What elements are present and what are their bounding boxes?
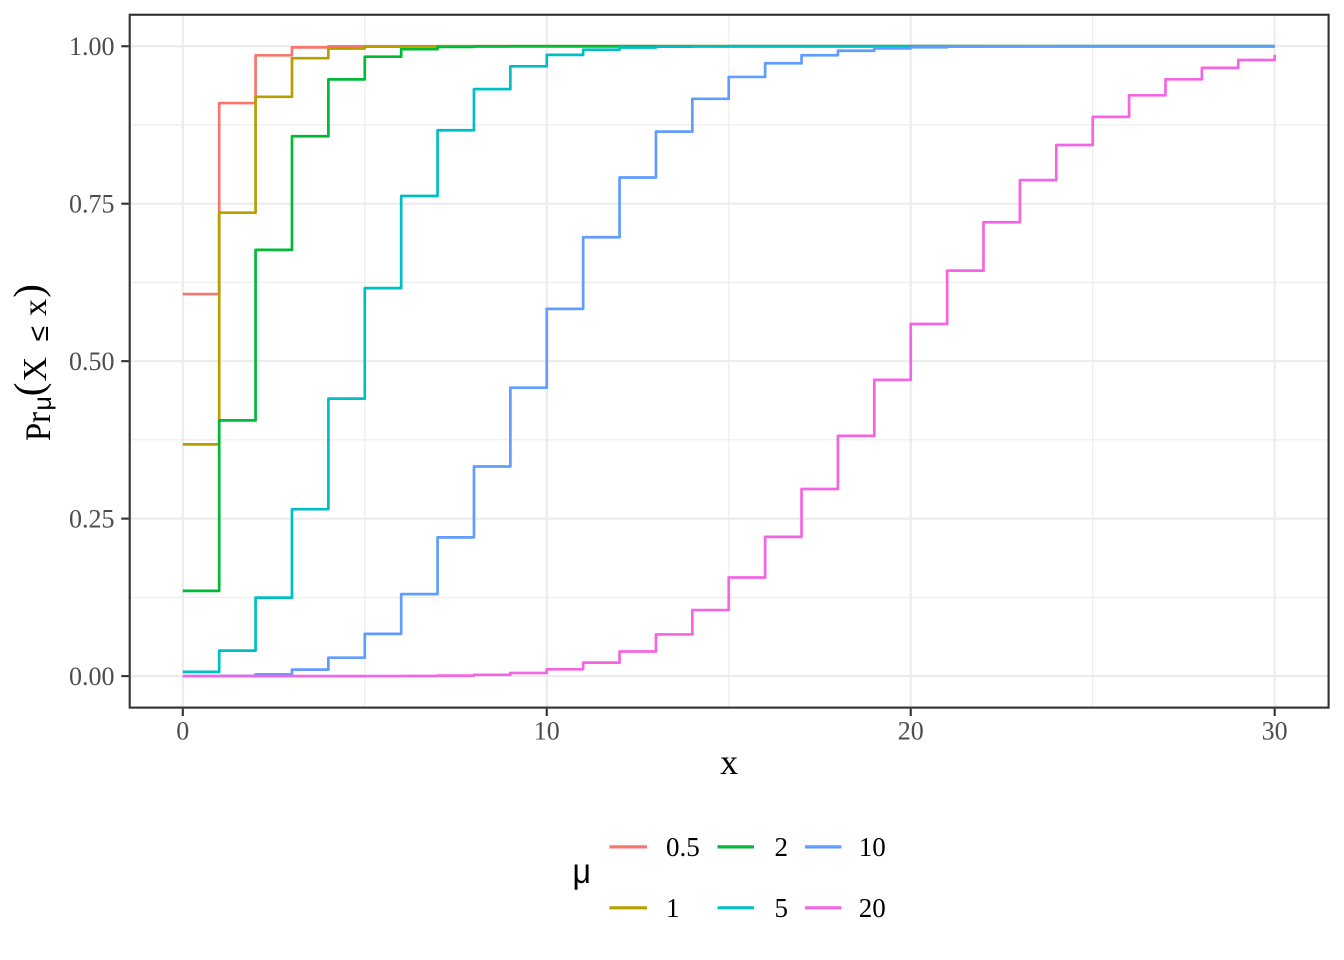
svg-text:(: ( [5, 383, 51, 397]
svg-text:2: 2 [775, 832, 789, 862]
svg-text:μ: μ [29, 396, 57, 410]
svg-text:0.50: 0.50 [69, 347, 115, 376]
svg-text:Pr: Pr [18, 412, 58, 441]
svg-text:0.00: 0.00 [69, 662, 115, 691]
svg-text:10: 10 [534, 717, 560, 746]
svg-text:x: x [720, 742, 738, 782]
svg-text:20: 20 [859, 893, 886, 923]
svg-text:0: 0 [176, 717, 189, 746]
svg-text:x: x [17, 299, 54, 316]
svg-text:30: 30 [1262, 717, 1288, 746]
svg-text:≤: ≤ [23, 326, 54, 341]
svg-text:X: X [17, 357, 54, 382]
svg-text:1.00: 1.00 [69, 32, 115, 61]
svg-text:5: 5 [775, 893, 789, 923]
svg-text:20: 20 [898, 717, 924, 746]
svg-text:μ: μ [573, 852, 592, 891]
svg-text:0.75: 0.75 [69, 189, 115, 218]
svg-text:): ) [5, 284, 51, 298]
svg-text:1: 1 [666, 893, 680, 923]
svg-text:0.25: 0.25 [69, 504, 115, 533]
svg-text:0.5: 0.5 [666, 832, 700, 862]
svg-text:10: 10 [859, 832, 886, 862]
